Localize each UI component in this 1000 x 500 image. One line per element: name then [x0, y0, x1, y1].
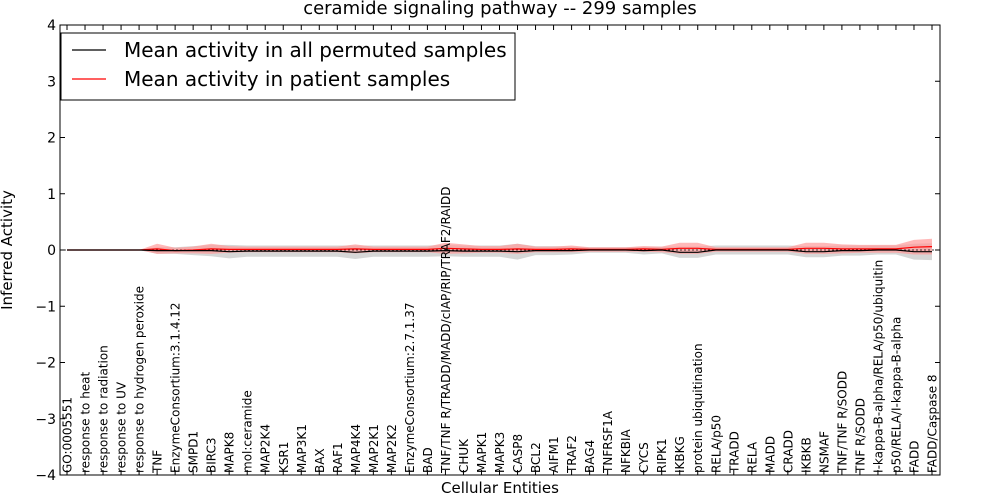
x-category-label: BAX	[313, 448, 327, 473]
x-axis: GO:0005551 response to heat response to ra…	[61, 25, 940, 475]
y-tick-label: −2	[35, 356, 56, 372]
x-category-label: p50/RELA/I-kappa-B-alpha	[890, 317, 904, 473]
y-tick-label: 2	[47, 131, 56, 147]
x-category-label: response to heat	[79, 371, 93, 473]
x-axis-title: Cellular Entities	[441, 479, 559, 497]
x-category-label: MADD	[763, 436, 777, 473]
x-category-label: CASP8	[511, 434, 525, 473]
x-category-label: response to radiation	[97, 345, 111, 473]
y-tick-label: −1	[35, 299, 56, 315]
x-category-label: BAG4	[583, 440, 597, 473]
x-category-label: FADD/Caspase 8	[926, 374, 940, 473]
x-category-label: EnzymeConsortium:2.7.1.37	[403, 302, 417, 473]
x-category-label: MAPK1	[475, 432, 489, 473]
x-category-label: mol:ceramide	[241, 390, 255, 473]
x-category-label: response to UV	[115, 381, 129, 473]
x-category-label: CRADD	[781, 430, 795, 473]
y-tick-label: 3	[47, 74, 56, 90]
x-category-label: GO:0005551	[61, 397, 75, 473]
x-category-label: response to hydrogen peroxide	[133, 286, 147, 473]
x-category-label: protein ubiquitination	[691, 343, 705, 473]
legend-label-permuted: Mean activity in all permuted samples	[124, 38, 507, 62]
x-category-label: I-kappa-B-alpha/RELA/p50/ubiquitin	[871, 260, 885, 473]
x-category-label: NFKBIA	[619, 428, 633, 473]
x-category-label: SMPD1	[187, 431, 201, 473]
x-category-label: RIPK1	[655, 438, 669, 473]
x-category-label: TNF	[151, 450, 165, 474]
x-category-label: CHUK	[457, 438, 471, 473]
x-category-label: MAP2K1	[367, 424, 381, 473]
x-category-label: BCL2	[529, 442, 543, 473]
y-axis: −4 −3 −2 −1 0 1 2 3 4	[35, 18, 940, 484]
x-category-label: IKBKB	[799, 437, 813, 473]
x-category-label: TRAF2	[565, 435, 579, 474]
x-category-label: TNF/TNF R/SODD	[835, 371, 849, 474]
x-category-label: MAP3K1	[295, 424, 309, 473]
x-category-label: TNFRSF1A	[601, 410, 615, 474]
y-tick-label: 4	[47, 18, 56, 34]
y-axis-title: Inferred Activity	[0, 190, 16, 310]
legend-box	[60, 32, 516, 101]
x-category-label: IKBKG	[673, 436, 687, 473]
x-category-label: EnzymeConsortium:3.1.4.12	[169, 302, 183, 473]
legend-label-patient: Mean activity in patient samples	[124, 67, 450, 91]
x-category-label: TRADD	[727, 431, 741, 474]
legend: Mean activity in all permuted samples Me…	[60, 32, 516, 101]
x-category-label: MAPK3	[493, 432, 507, 473]
x-category-label: TNF/TNF R/TRADD/MADD/cIAP/RIP/TRAF2/RAID…	[439, 186, 453, 474]
y-tick-label: −3	[35, 412, 56, 428]
x-category-label: NSMAF	[817, 431, 831, 473]
y-tick-label: 1	[47, 187, 56, 203]
x-category-label: MAP4K4	[349, 424, 363, 473]
x-category-label: MAPK8	[223, 432, 237, 473]
series-lines	[67, 246, 933, 253]
x-category-label: KSR1	[277, 442, 291, 473]
x-category-label: BAD	[421, 447, 435, 473]
y-tick-label: 0	[47, 243, 56, 259]
y-tick-label: −4	[35, 468, 56, 484]
x-category-label: RAF1	[331, 442, 345, 473]
x-category-label: AIFM1	[547, 436, 561, 473]
x-category-label: FADD	[908, 441, 922, 474]
x-category-label: MAP2K4	[259, 424, 273, 473]
line-series-0	[67, 249, 932, 253]
x-category-label: RELA	[745, 441, 759, 473]
x-category-label: TNF R/SODD	[853, 398, 867, 474]
x-category-label: RELA/p50	[709, 415, 723, 473]
x-category-label: BIRC3	[205, 438, 219, 474]
chart-title: ceramide signaling pathway -- 299 sample…	[303, 0, 697, 19]
x-category-label: MAP2K2	[385, 424, 399, 473]
x-category-label: CYCS	[637, 442, 651, 473]
